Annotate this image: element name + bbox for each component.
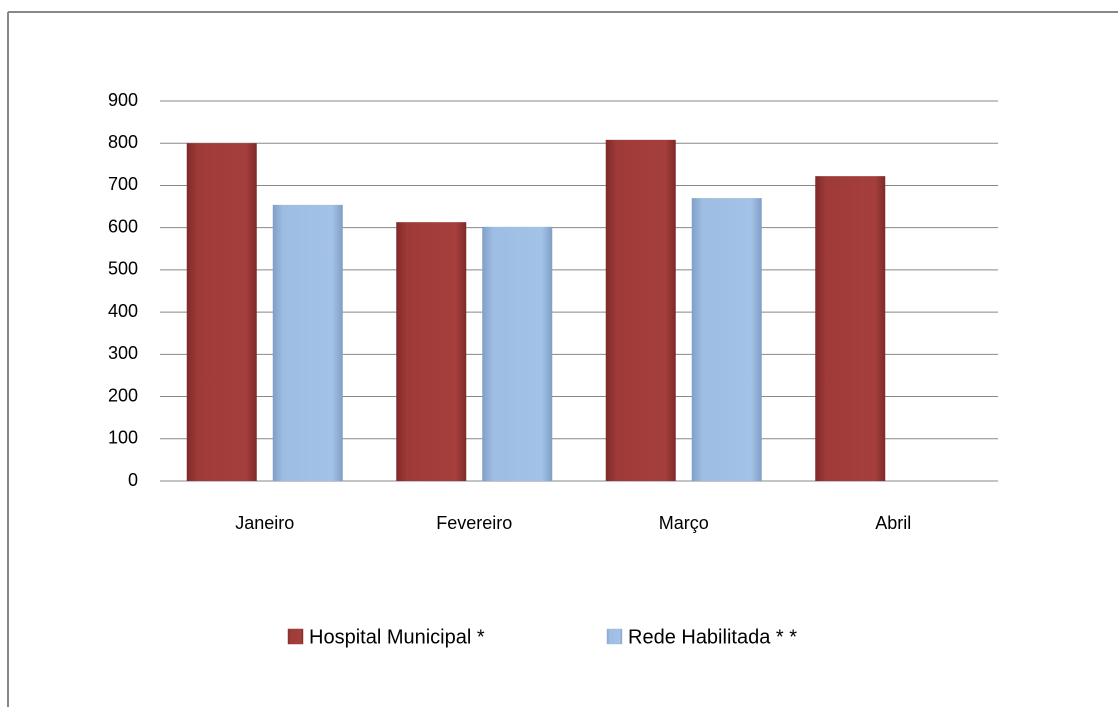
- bar: [272, 204, 343, 481]
- y-tick-label: 0: [128, 470, 138, 490]
- bar: [691, 198, 762, 481]
- legend-label: Rede Habilitada * *: [628, 626, 797, 648]
- bar: [186, 143, 257, 481]
- y-tick-label: 400: [108, 301, 138, 321]
- bar: [482, 226, 553, 481]
- y-tick-label: 100: [108, 428, 138, 448]
- legend-label: Hospital Municipal *: [309, 626, 485, 648]
- x-tick-label: Abril: [875, 513, 911, 533]
- legend-swatch: [606, 628, 623, 645]
- x-tick-label: Janeiro: [235, 513, 294, 533]
- y-tick-label: 900: [108, 90, 138, 110]
- bar: [605, 139, 676, 481]
- y-tick-label: 500: [108, 259, 138, 279]
- bar: [396, 222, 467, 481]
- y-tick-label: 600: [108, 216, 138, 236]
- y-tick-label: 200: [108, 385, 138, 405]
- x-tick-label: Fevereiro: [436, 513, 512, 533]
- y-tick-label: 300: [108, 343, 138, 363]
- bar: [815, 176, 886, 481]
- x-tick-label: Março: [659, 513, 709, 533]
- legend-swatch: [287, 628, 304, 645]
- y-tick-label: 800: [108, 132, 138, 152]
- y-tick-label: 700: [108, 174, 138, 194]
